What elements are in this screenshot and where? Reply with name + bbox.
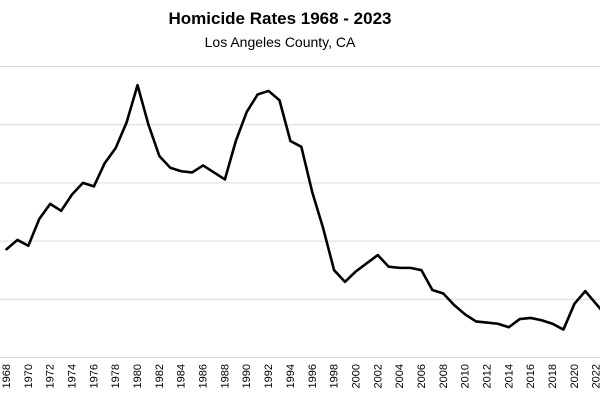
x-tick-label: 1994 [285, 364, 297, 388]
x-tick-label: 1986 [198, 364, 210, 388]
x-tick-label: 1970 [23, 364, 35, 388]
data-point [49, 203, 52, 206]
data-point [344, 281, 347, 284]
x-tick-label: 2002 [372, 364, 384, 388]
data-point [82, 182, 85, 185]
data-point [420, 269, 423, 272]
data-point [60, 210, 63, 213]
homicide-rate-line [5, 83, 600, 331]
x-tick-label: 2006 [416, 364, 428, 388]
data-point [322, 227, 325, 230]
x-tick-label: 2010 [460, 364, 472, 388]
data-point [398, 267, 401, 270]
data-point [409, 267, 412, 270]
x-tick-label: 2008 [438, 364, 450, 388]
data-point [213, 171, 216, 174]
data-point [136, 84, 139, 87]
x-tick-label: 2014 [503, 364, 515, 388]
x-tick-label: 1998 [329, 364, 341, 388]
x-tick-label: 2020 [569, 364, 581, 388]
data-point [529, 317, 532, 320]
data-point [376, 254, 379, 257]
data-point [202, 164, 205, 167]
data-point [93, 185, 96, 188]
data-point [508, 326, 511, 329]
data-point [191, 171, 194, 174]
x-tick-label: 1978 [110, 364, 122, 388]
data-point [475, 320, 478, 323]
x-tick-label: 1982 [154, 364, 166, 388]
x-tick-label: 1996 [307, 364, 319, 388]
data-point [180, 170, 183, 173]
chart-title: Homicide Rates 1968 - 2023 [168, 9, 392, 28]
data-point [125, 121, 128, 124]
data-point [267, 90, 270, 93]
data-point [518, 318, 521, 321]
x-tick-label: 2022 [591, 364, 600, 388]
data-point [387, 265, 390, 268]
data-point [540, 319, 543, 322]
data-point [595, 303, 598, 306]
data-point [169, 166, 172, 169]
chart-subtitle: Los Angeles County, CA [204, 34, 356, 50]
data-point [355, 270, 358, 273]
data-point [300, 146, 303, 149]
data-point [431, 289, 434, 292]
gridlines [0, 66, 600, 358]
x-tick-label: 1988 [219, 364, 231, 388]
x-tick-label: 1990 [241, 364, 253, 388]
x-tick-label: 1974 [67, 364, 79, 388]
data-point [38, 218, 41, 221]
data-point [562, 328, 565, 331]
data-point [497, 322, 500, 325]
x-tick-label: 2012 [481, 364, 493, 388]
data-point [333, 269, 336, 272]
data-point [573, 303, 576, 306]
x-tick-label: 1976 [88, 364, 100, 388]
data-point [289, 140, 292, 143]
data-point [464, 313, 467, 316]
data-point [278, 99, 281, 102]
data-point [158, 155, 161, 158]
data-point [114, 147, 117, 150]
data-point [486, 321, 489, 324]
x-tick-label: 1984 [176, 364, 188, 388]
x-tick-label: 2000 [350, 364, 362, 388]
x-tick-label: 1972 [45, 364, 57, 388]
x-tick-label: 2016 [525, 364, 537, 388]
x-tick-label: 2018 [547, 364, 559, 388]
data-point [584, 290, 587, 293]
data-point [16, 239, 19, 242]
data-point [5, 248, 8, 251]
data-point [551, 322, 554, 325]
data-point [245, 111, 248, 114]
data-points [5, 84, 600, 331]
x-tick-label: 1968 [1, 364, 13, 388]
data-point [442, 292, 445, 295]
data-point [147, 123, 150, 126]
data-point [256, 93, 259, 96]
data-point [103, 162, 106, 165]
x-axis-tick-labels: 1968 1970 1972 1974 1976 1978 1980 1982 1984 1986… [1, 364, 600, 388]
data-point [311, 191, 314, 194]
data-point [71, 193, 74, 196]
x-tick-label: 2004 [394, 364, 406, 388]
data-point [453, 304, 456, 307]
data-point [366, 262, 369, 265]
x-tick-label: 1992 [263, 364, 275, 388]
data-point [27, 244, 30, 247]
data-point [224, 178, 227, 181]
x-tick-label: 1980 [132, 364, 144, 388]
data-point [235, 140, 238, 143]
